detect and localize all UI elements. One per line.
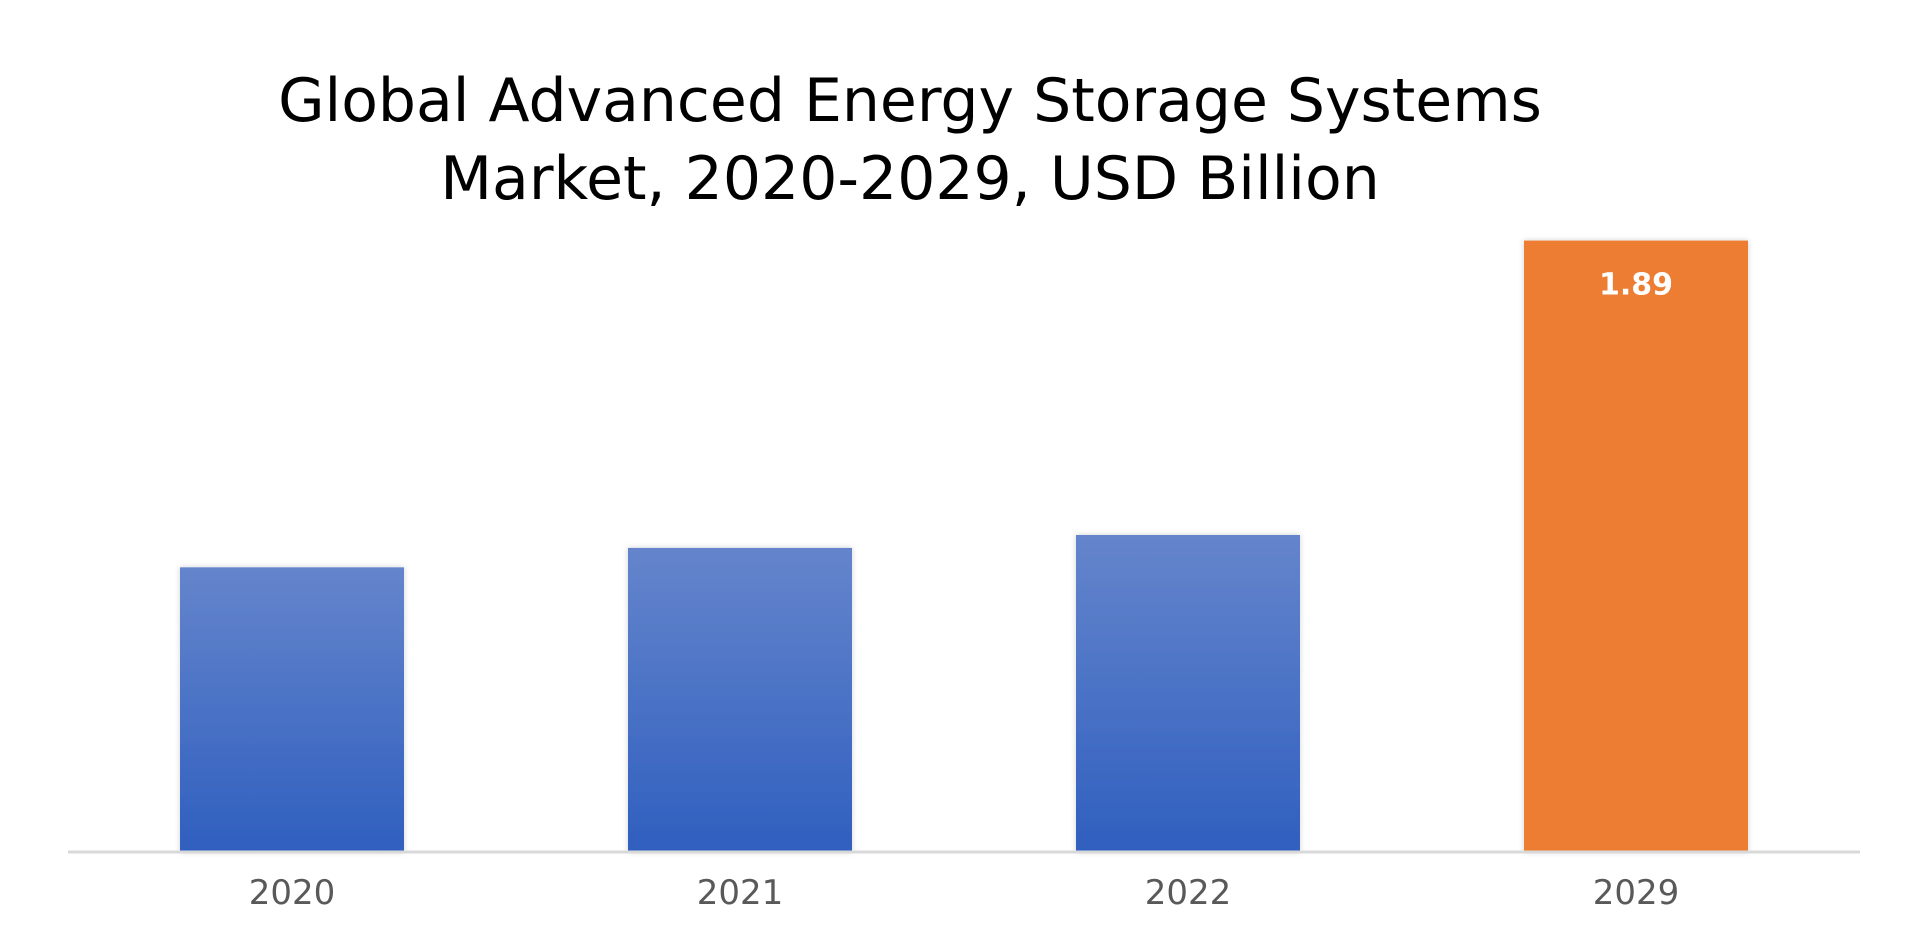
x-tick-label-2029: 2029 bbox=[1593, 873, 1680, 913]
bar-2022 bbox=[1076, 534, 1300, 852]
x-tick-label-2022: 2022 bbox=[1145, 873, 1232, 913]
bars-group bbox=[180, 240, 1748, 852]
chart-title: Global Advanced Energy Storage Systems M… bbox=[180, 62, 1640, 218]
chart-title-line-1: Global Advanced Energy Storage Systems bbox=[278, 66, 1542, 136]
x-tick-label-2021: 2021 bbox=[697, 873, 784, 913]
bar-2029 bbox=[1524, 240, 1748, 852]
bar-2021 bbox=[628, 547, 852, 852]
labels-group: 2020 2021 2022 2029 1.89 bbox=[249, 268, 1680, 913]
chart-title-line-2: Market, 2020-2029, USD Billion bbox=[440, 144, 1380, 214]
x-tick-label-2020: 2020 bbox=[249, 873, 336, 913]
data-label-2029: 1.89 bbox=[1599, 268, 1673, 303]
bar-2020 bbox=[180, 567, 404, 852]
